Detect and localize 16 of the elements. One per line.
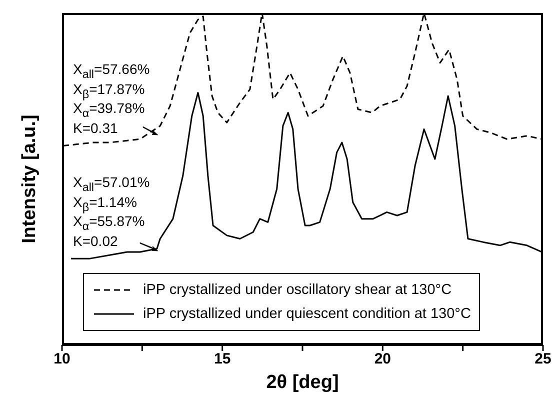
legend-label: iPP crystallized under quiescent condition at 130°C — [143, 306, 471, 322]
annotation: X$_{β}$=17.87% — [73, 80, 145, 100]
x-tick-label: 15 — [214, 350, 231, 368]
x-tick-label: 25 — [534, 350, 552, 368]
x-tick-label: 10 — [54, 350, 70, 368]
x-tick-label: 20 — [374, 350, 392, 368]
legend-label: iPP crystallized under oscillatory shear at 130°C — [143, 282, 452, 298]
x-axis-title: 2θ [deg] — [265, 372, 340, 394]
y-axis-title: Intensity [a.u.] — [19, 114, 41, 244]
annotation: X$_{all}$=57.01% — [73, 174, 150, 194]
annotation: X$_{all}$=57.66% — [73, 61, 150, 81]
annotation: X$_{α}$=39.78% — [73, 100, 145, 120]
annotation: X$_{β}$=1.14% — [73, 194, 137, 214]
annotation: K=0.02 — [73, 232, 118, 250]
annotation: X$_{α}$=55.87% — [73, 213, 145, 233]
annotation: K=0.31 — [73, 120, 118, 136]
